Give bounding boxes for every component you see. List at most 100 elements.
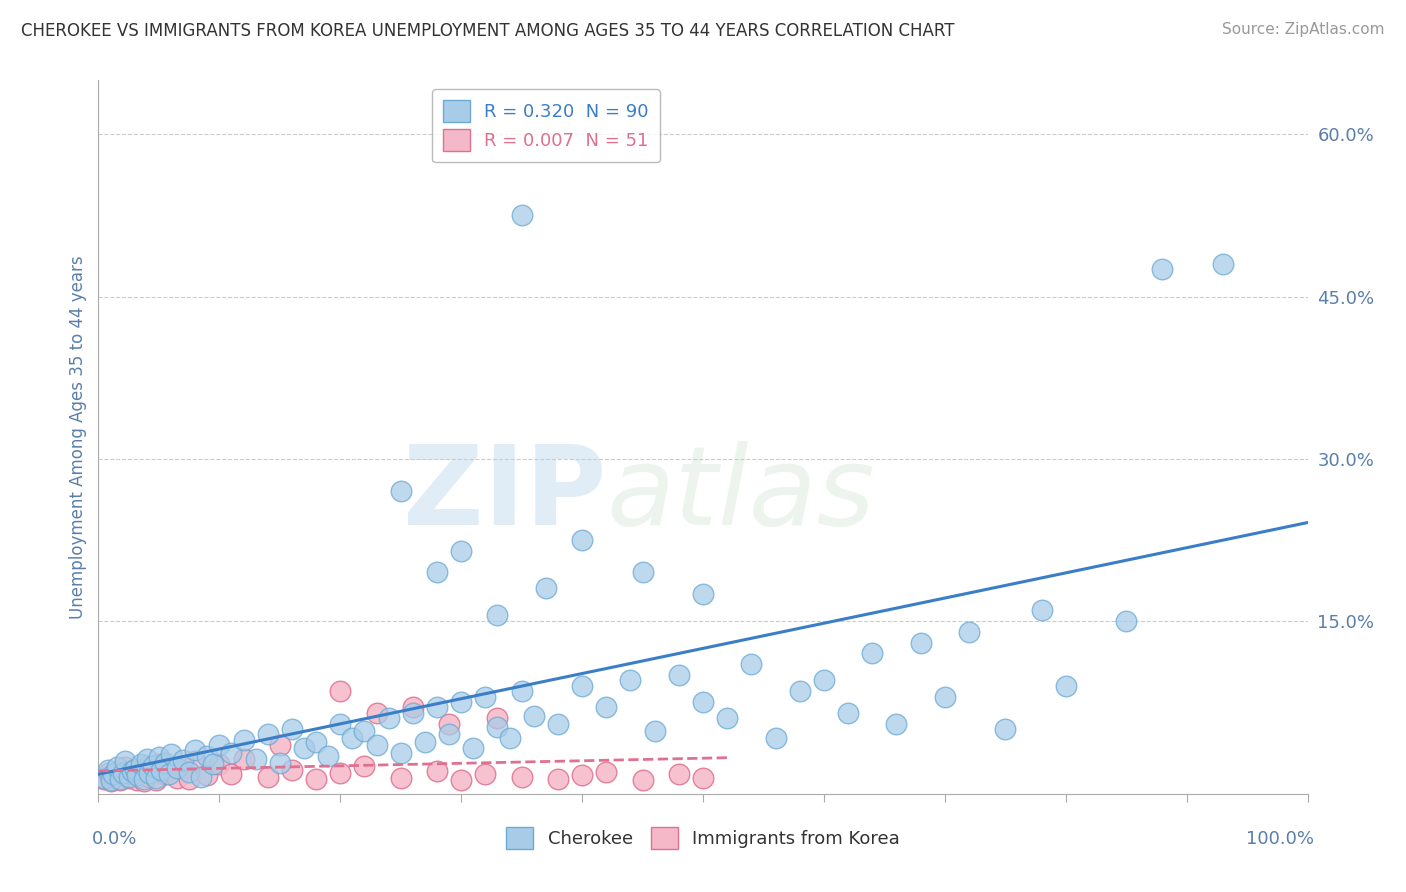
Point (221, 767, 243, 781)
Point (510, 770, 533, 784)
Point (692, 771, 714, 785)
Point (910, 635, 932, 649)
Point (145, 772, 167, 787)
Point (108, 772, 131, 786)
Point (716, 711, 738, 725)
Point (190, 770, 212, 784)
Point (160, 762, 183, 776)
Point (547, 772, 569, 786)
Point (571, 768, 593, 782)
Point (486, 608, 509, 623)
Point (353, 724, 375, 739)
Point (195, 768, 218, 782)
Point (631, 772, 654, 787)
Point (450, 772, 472, 787)
Point (195, 749, 218, 764)
Point (100, 773, 122, 788)
Point (108, 772, 131, 787)
Point (668, 767, 690, 781)
Point (179, 765, 201, 780)
Point (692, 587, 714, 601)
Text: atlas: atlas (606, 441, 875, 548)
Point (619, 673, 641, 688)
Point (124, 767, 146, 781)
Point (269, 756, 291, 770)
Point (860, 646, 883, 660)
Point (101, 770, 124, 784)
Point (114, 755, 136, 769)
Point (450, 543, 472, 558)
Point (595, 765, 617, 780)
Point (547, 716, 569, 731)
Point (184, 742, 207, 756)
Point (245, 752, 267, 766)
Point (124, 762, 146, 776)
Point (127, 772, 149, 787)
Point (474, 690, 496, 704)
Point (316, 749, 339, 764)
Point (221, 746, 243, 760)
Point (101, 767, 124, 781)
Point (281, 763, 304, 777)
Point (426, 764, 449, 779)
Point (789, 684, 811, 698)
Point (134, 772, 156, 786)
Point (127, 768, 149, 782)
Point (292, 741, 315, 756)
Point (426, 700, 449, 714)
Point (366, 706, 388, 720)
Point (329, 766, 352, 780)
Point (571, 533, 593, 547)
Point (232, 752, 254, 766)
Point (305, 772, 328, 786)
Point (353, 758, 375, 772)
Point (426, 566, 449, 580)
Point (389, 771, 412, 785)
Point (631, 566, 654, 580)
Point (129, 756, 152, 771)
Point (166, 771, 188, 785)
Point (402, 706, 425, 720)
Text: 100.0%: 100.0% (1246, 830, 1313, 847)
Point (184, 755, 207, 769)
Point (389, 746, 412, 760)
Point (534, 582, 557, 596)
Point (413, 735, 436, 749)
Point (463, 741, 485, 756)
Point (118, 771, 141, 785)
Point (129, 763, 152, 777)
Point (256, 770, 278, 784)
Point (202, 756, 225, 771)
Point (1054, 679, 1077, 693)
Point (179, 772, 201, 786)
Point (1212, 257, 1234, 271)
Point (121, 764, 143, 779)
Text: Source: ZipAtlas.com: Source: ZipAtlas.com (1222, 22, 1385, 37)
Point (510, 684, 533, 698)
Point (994, 722, 1017, 736)
Text: ZIP: ZIP (404, 441, 606, 548)
Point (389, 484, 412, 499)
Point (692, 695, 714, 709)
Point (208, 756, 231, 771)
Point (142, 758, 165, 772)
Point (148, 756, 170, 771)
Point (153, 756, 176, 770)
Point (523, 709, 546, 723)
Point (281, 722, 304, 736)
Point (153, 767, 176, 781)
Point (437, 727, 460, 741)
Point (138, 770, 160, 784)
Point (305, 735, 328, 749)
Point (256, 727, 278, 741)
Point (329, 716, 352, 731)
Point (135, 758, 157, 772)
Point (1031, 603, 1053, 617)
Point (886, 716, 908, 731)
Point (437, 716, 460, 731)
Point (142, 765, 165, 780)
Point (145, 771, 167, 785)
Point (644, 724, 666, 739)
Point (118, 770, 141, 784)
Point (765, 731, 787, 745)
